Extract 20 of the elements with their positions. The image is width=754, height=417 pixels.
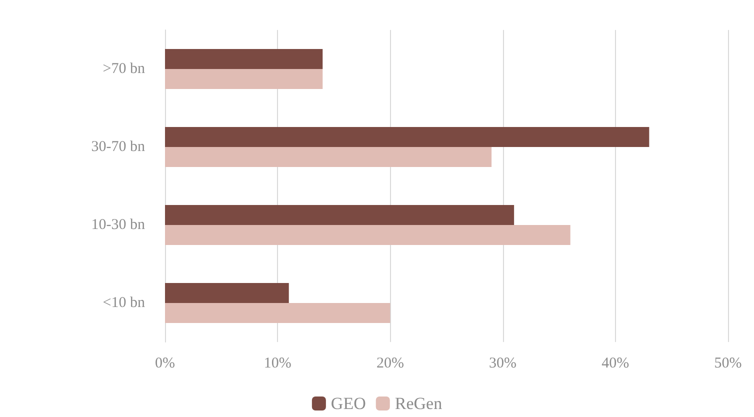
legend-label: ReGen [394,394,443,413]
bar [165,127,650,147]
y-tick-label: <10 bn [102,295,146,311]
bar [165,205,514,225]
legend-label: GEO [330,394,366,413]
y-tick-label: 10-30 bn [91,217,146,233]
bar [165,303,390,323]
y-tick-label: >70 bn [102,61,146,77]
x-tick-label: 40% [602,356,630,372]
bar [165,147,492,167]
bar [165,49,323,69]
x-tick-label: 30% [489,356,517,372]
y-tick-label: 30-70 bn [91,139,146,155]
x-tick-label: 20% [376,356,404,372]
bar [165,283,289,303]
x-tick-label: 0% [155,356,175,372]
bar [165,69,323,89]
x-tick-label: 50% [714,356,742,372]
x-tick-label: 10% [264,356,292,372]
bar [165,225,570,245]
